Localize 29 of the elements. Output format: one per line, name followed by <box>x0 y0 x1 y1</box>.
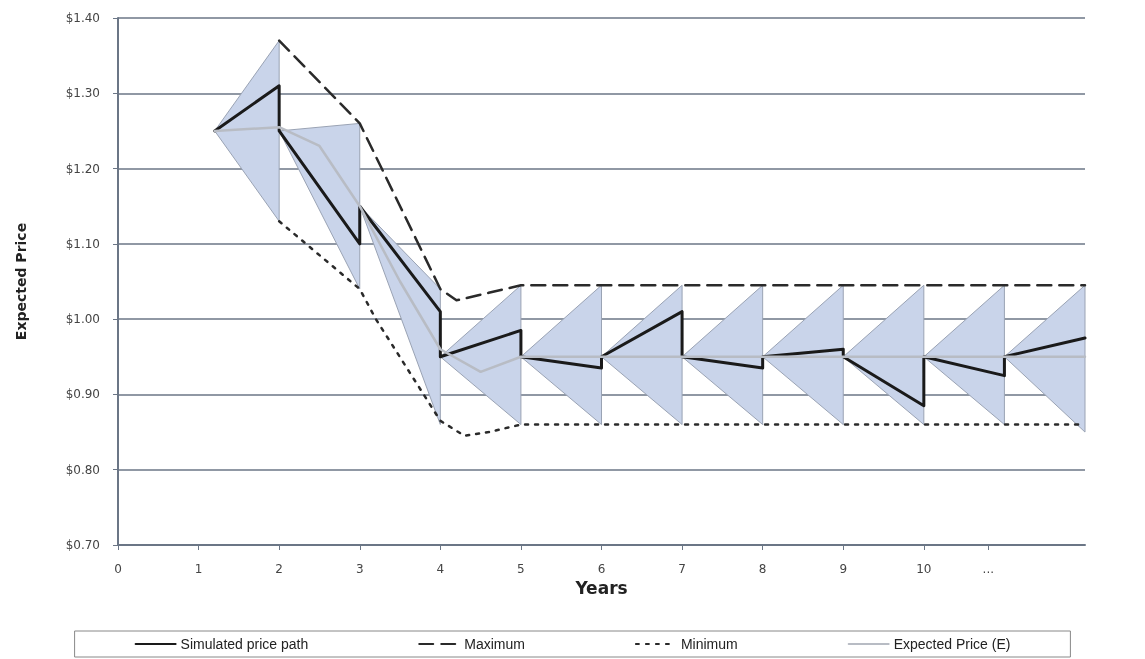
x-tick-label: 8 <box>758 562 767 576</box>
line-series <box>277 39 1087 302</box>
x-tick-label: 3 <box>355 562 364 576</box>
x-tick-label: ... <box>982 562 995 576</box>
y-tick-label: $1.10 <box>65 236 100 251</box>
x-tick-label: 9 <box>839 562 848 576</box>
x-tick-label: 7 <box>678 562 686 576</box>
line-series <box>213 125 1087 374</box>
x-tick-label: 10 <box>916 562 932 576</box>
x-axis-title: Years <box>574 578 628 599</box>
legend-label: Simulated price path <box>180 636 309 652</box>
y-tick-label: $0.90 <box>65 387 100 402</box>
x-tick-label: 4 <box>436 562 445 576</box>
y-axis-title: Expected Price <box>13 222 29 341</box>
y-tick-label: $1.40 <box>65 11 100 25</box>
y-tick-label: $0.80 <box>65 462 100 477</box>
x-tick-label: 2 <box>275 562 283 576</box>
x-tick-label: 5 <box>517 562 525 576</box>
legend-label: Minimum <box>680 636 738 652</box>
legend-label: Maximum <box>464 636 525 652</box>
x-tick-label: 1 <box>194 562 203 576</box>
y-tick-label: $1.00 <box>65 312 100 327</box>
x-tick-label: 6 <box>597 562 606 576</box>
y-tick-label: $1.20 <box>65 161 100 176</box>
x-tick-label: 0 <box>114 562 122 576</box>
line-series <box>213 84 1087 408</box>
y-tick-label: $0.70 <box>65 538 100 552</box>
y-tick-label: $1.30 <box>65 86 100 101</box>
legend-label: Expected Price (E) <box>893 636 1011 652</box>
